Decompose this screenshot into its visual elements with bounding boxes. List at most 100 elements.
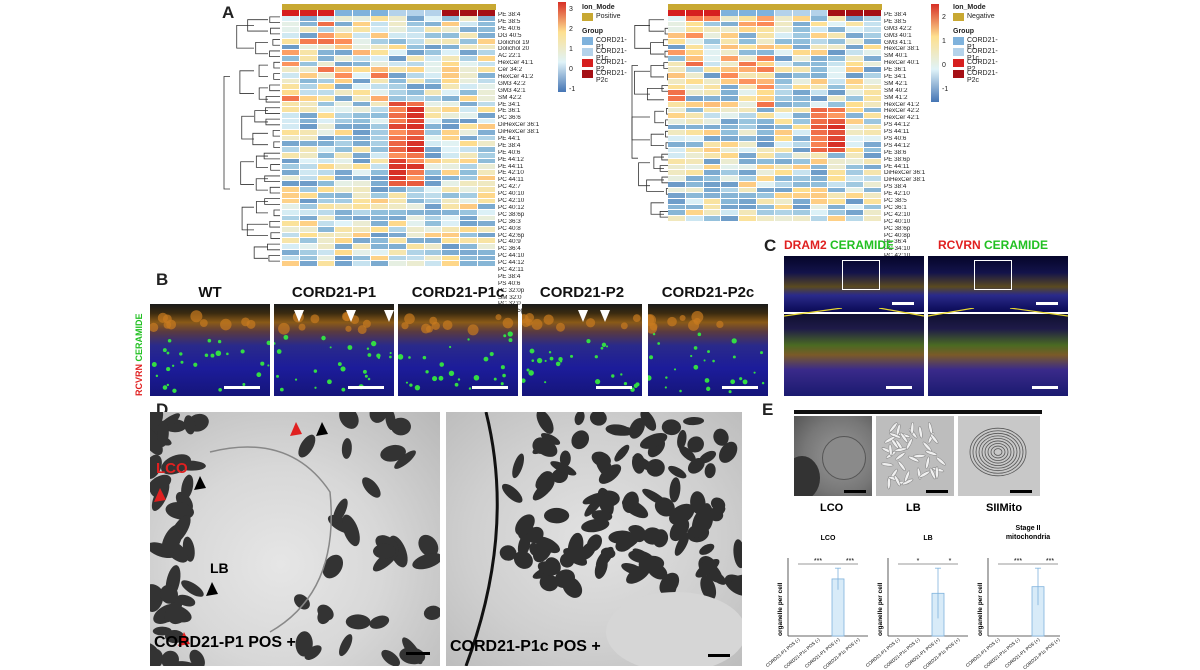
heatmap-row — [282, 209, 496, 216]
heatmap-row-label: PE 40:6 — [498, 25, 521, 32]
x-tick-label: CORD21-P1c POS (-) — [883, 637, 921, 670]
heatmap-row — [668, 118, 882, 125]
colorscale-negative — [931, 4, 939, 102]
heatmap-row — [668, 50, 882, 57]
legend-group-title-pos: Group — [582, 28, 603, 35]
heatmap-row — [668, 147, 882, 154]
heatmap-row-label: HexCer 38:1 — [884, 46, 920, 53]
panel-c-overview-rcvrn — [928, 256, 1068, 312]
legend-swatch — [953, 70, 964, 78]
panel-b-label: WT — [198, 284, 222, 301]
heatmap-row — [282, 124, 496, 131]
group-annotation-bar — [668, 10, 882, 16]
heatmap-row-label: PE 36:1 — [884, 67, 907, 74]
arrowhead-icon — [600, 310, 610, 322]
heatmap-row-label: SM 40:2 — [884, 87, 908, 94]
heatmap-row — [282, 21, 496, 28]
chart-title: Stage II — [1016, 525, 1041, 532]
legend-positive-label: Positive — [596, 13, 621, 20]
heatmap-row-label: PE 38:5 — [884, 18, 907, 25]
heatmap-row — [668, 78, 882, 85]
legend-group-label: CORD21-P2c — [596, 70, 627, 84]
tem-label-lco: LCO — [820, 502, 844, 514]
heatmap-row-label: HexCer 41:1 — [498, 60, 534, 67]
x-tick-label: CORD21-P1c POS (+) — [822, 637, 861, 670]
chart-title: LB — [923, 535, 932, 542]
heatmap-row-label: PE 42:10 — [498, 170, 524, 177]
heatmap-row-label: SM 40:1 — [884, 53, 908, 60]
panel-b-micrograph — [522, 304, 642, 396]
arrowhead-icon — [346, 310, 356, 322]
heatmap-row-label: DiHexCer 36:1 — [498, 122, 540, 129]
heatmap-row — [282, 261, 496, 267]
sig-label: *** — [1046, 558, 1054, 565]
heatmap-row-label: PC 44:12 — [498, 260, 525, 267]
heatmap-row — [282, 181, 496, 188]
colorscale-positive-ticks: 3 2 1 0 -1 — [569, 6, 576, 93]
heatmap-row-label: PE 38:6p — [884, 156, 910, 163]
heatmap-row — [282, 90, 496, 96]
heatmap-row — [668, 101, 882, 108]
legend-swatch — [582, 48, 593, 56]
heatmap-row-label: PE 38:4 — [498, 142, 521, 149]
heatmap-row-label: GM3 42:2 — [498, 80, 526, 87]
heatmap-row-label: PC 42:11 — [498, 266, 524, 273]
heatmap-row — [668, 164, 882, 171]
heatmap-row-label: PS 44:11 — [884, 129, 910, 136]
ionmode-annotation-bar — [668, 4, 882, 10]
heatmap-row — [282, 164, 496, 170]
heatmap-positive — [282, 4, 496, 267]
legend-ionmode-title-neg: Ion_Mode — [953, 4, 986, 11]
heatmap-row — [668, 136, 882, 142]
heatmap-row — [282, 192, 496, 199]
heatmap-row-label: PC 40:10 — [498, 191, 525, 198]
heatmap-row-label: PE 38:4 — [884, 12, 907, 18]
arrowhead-icon — [578, 310, 588, 322]
heatmap-row-label: HexCer 41:2 — [498, 74, 534, 81]
x-tick-label: CORD21-P1 POS (+) — [1004, 637, 1041, 669]
arrowhead-icon — [154, 488, 166, 502]
tem-siimito — [958, 416, 1040, 496]
legend-group-label: CORD21-P1c — [967, 48, 998, 62]
heatmap-row-label: GM3 41:1 — [884, 39, 912, 46]
tem-lb — [876, 416, 954, 496]
heatmap-row-label: PC 36:3 — [498, 218, 521, 225]
heatmap-row — [282, 44, 496, 51]
heatmap-row-label: GM3 42:1 — [498, 87, 526, 94]
legend-ionmode-title-pos: Ion_Mode — [582, 4, 615, 11]
heatmap-row-label: PE 42:10 — [884, 191, 910, 198]
heatmap-row — [668, 124, 882, 131]
panel-b-micrograph — [648, 304, 768, 396]
heatmap-row — [282, 135, 496, 142]
heatmap-row-label: PC 42:7 — [498, 184, 521, 191]
heatmap-row-label: PS 40:6 — [884, 136, 907, 143]
legend-swatch — [582, 70, 593, 78]
heatmap-row-label: PE 38:6 — [884, 149, 907, 156]
arrowhead-icon — [194, 476, 206, 490]
group-annotation-bar — [282, 10, 496, 16]
heatmap-row-label: GM3 42:2 — [884, 25, 912, 32]
panel-label-c: C — [764, 236, 777, 255]
panel-c-overview-dram2 — [784, 256, 924, 312]
heatmap-row — [668, 170, 882, 177]
heatmap-row-label: PE 44:11 — [498, 163, 524, 170]
heatmap-row — [282, 215, 496, 222]
heatmap-row — [282, 27, 496, 34]
legend-group-label: CORD21-P2c — [967, 70, 998, 84]
heatmap-row-label: PC 42:6p — [498, 232, 525, 239]
x-tick-label: CORD21-P1c POS (-) — [983, 637, 1021, 670]
arrowhead-icon — [206, 582, 218, 596]
panel-label-b: B — [156, 270, 169, 289]
heatmap-row-label: DiHexCer 38:1 — [884, 177, 926, 184]
heatmap-row — [282, 130, 496, 136]
heatmap-row — [282, 118, 496, 125]
colorscale-positive — [558, 2, 566, 92]
heatmap-row-label: Cer 34:2 — [498, 67, 523, 74]
legend-group-label: CORD21-P2 — [967, 59, 998, 73]
heatmap-row — [282, 204, 496, 210]
lb-label: LB — [210, 560, 229, 576]
heatmap-row-label: PS 38:4 — [884, 184, 907, 191]
heatmap-row — [668, 158, 882, 165]
